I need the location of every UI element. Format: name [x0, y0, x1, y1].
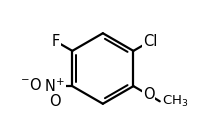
- Text: CH$_3$: CH$_3$: [163, 94, 189, 109]
- Text: N$^{+}$: N$^{+}$: [44, 78, 65, 95]
- Text: $^{-}$O: $^{-}$O: [20, 77, 42, 93]
- Text: O: O: [143, 87, 155, 102]
- Text: F: F: [52, 34, 60, 49]
- Text: Cl: Cl: [143, 34, 157, 49]
- Text: O: O: [49, 94, 61, 109]
